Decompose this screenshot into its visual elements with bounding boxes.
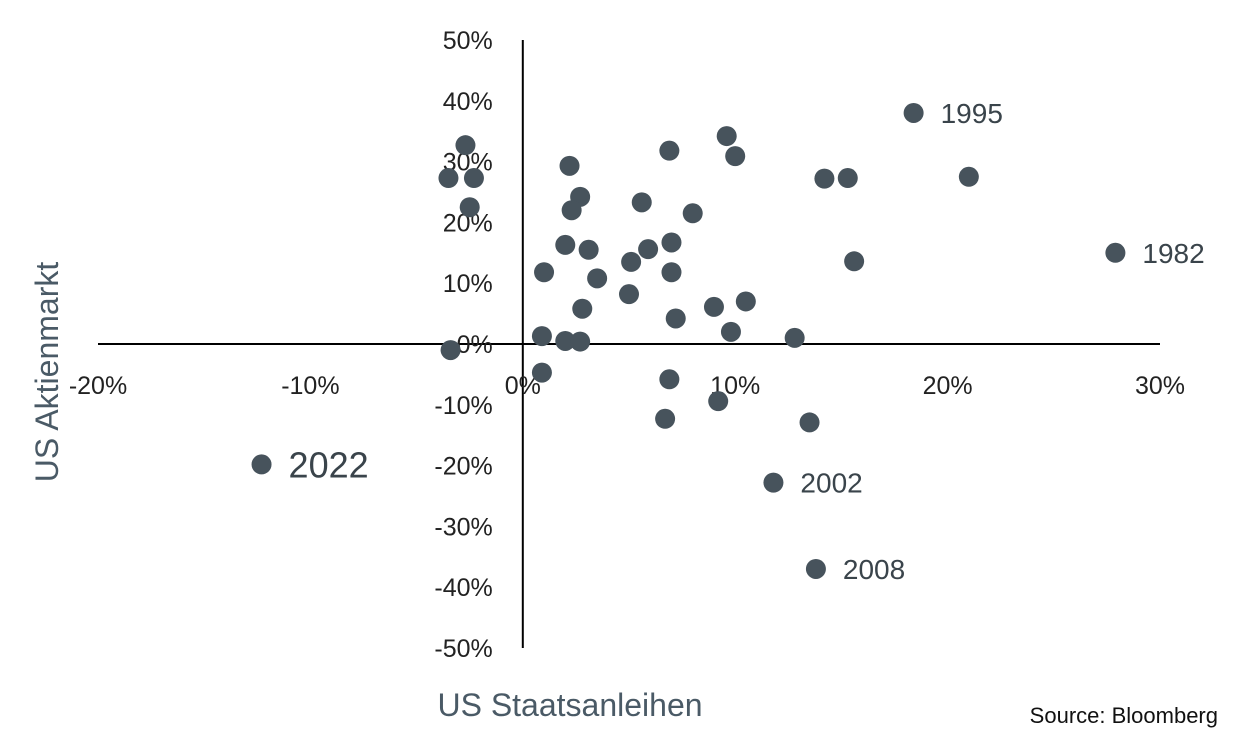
x-tick-label: 20% [923, 372, 973, 400]
data-point [463, 168, 484, 189]
y-tick-label: 0% [457, 331, 493, 359]
x-tick-labels: -20% -10% 0% 10% 20% 30% [69, 372, 1185, 400]
data-points [251, 102, 1126, 579]
data-point [655, 408, 676, 429]
x-tick-label: -10% [281, 372, 339, 400]
y-tick-label: -50% [434, 635, 492, 663]
x-tick-label: 30% [1135, 372, 1185, 400]
y-tick-label: 50% [443, 27, 493, 55]
point-labels: 1995 1982 2022 2002 2008 [289, 98, 1205, 585]
data-point [720, 321, 741, 342]
data-point [763, 472, 784, 493]
data-point [844, 251, 865, 272]
data-point [903, 102, 924, 123]
data-point [572, 298, 593, 319]
point-label: 2022 [289, 444, 369, 485]
data-point [703, 296, 724, 317]
data-point [578, 239, 599, 260]
data-point [459, 197, 480, 218]
data-point [814, 168, 835, 189]
data-point [438, 168, 459, 189]
data-point [799, 412, 820, 433]
y-tick-label: 40% [443, 88, 493, 116]
data-point [784, 327, 805, 348]
y-axis-title: US Aktienmarkt [29, 262, 65, 483]
data-point [716, 126, 737, 147]
data-point [837, 168, 858, 189]
point-label: 1982 [1142, 238, 1204, 269]
data-point [958, 166, 979, 187]
point-label: 2002 [800, 468, 862, 499]
data-point [455, 135, 476, 156]
data-point [534, 262, 555, 283]
data-point [559, 155, 580, 176]
x-axis-title: US Staatsanleihen [437, 687, 702, 723]
y-tick-label: -40% [434, 574, 492, 602]
data-point [555, 234, 576, 255]
data-point [251, 454, 272, 475]
data-point [805, 558, 826, 579]
axes [98, 40, 1160, 648]
data-point [1105, 242, 1126, 263]
data-point [659, 369, 680, 390]
data-point [561, 200, 582, 221]
data-point [555, 330, 576, 351]
y-tick-label: -30% [434, 513, 492, 541]
x-tick-label: -20% [69, 372, 127, 400]
data-point [440, 340, 461, 361]
point-label: 1995 [941, 98, 1003, 129]
data-point [531, 362, 552, 383]
data-point [621, 251, 642, 272]
source-note: Source: Bloomberg [1030, 703, 1218, 728]
data-point [661, 262, 682, 283]
data-point [665, 308, 686, 329]
data-point [531, 326, 552, 347]
y-tick-label: -10% [434, 392, 492, 420]
data-point [735, 291, 756, 312]
data-point [638, 239, 659, 260]
data-point [570, 331, 591, 352]
data-point [682, 203, 703, 224]
point-label: 2008 [843, 554, 905, 585]
data-point [661, 232, 682, 253]
data-point [708, 391, 729, 412]
data-point [587, 268, 608, 289]
data-point [659, 140, 680, 161]
y-tick-labels: 50%40%30%20%10%0%-10%-20%-30%-40%-50% [434, 27, 492, 663]
data-point [619, 284, 639, 305]
y-tick-label: 10% [443, 270, 493, 298]
data-point [725, 146, 746, 167]
data-point [631, 192, 652, 213]
y-tick-label: -20% [434, 453, 492, 481]
